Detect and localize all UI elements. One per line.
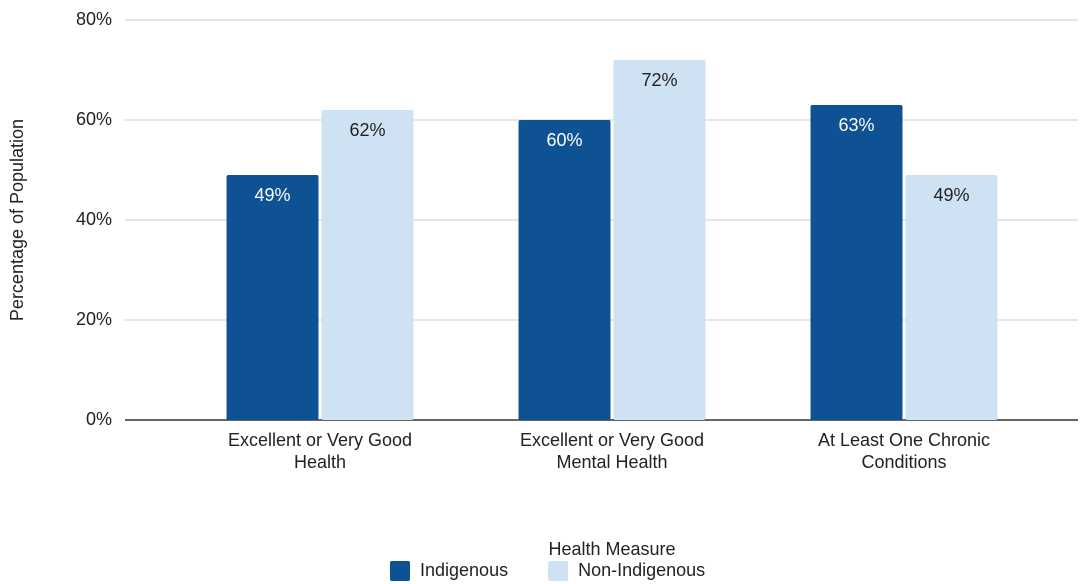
- legend-swatch: [390, 561, 410, 581]
- data-label: 62%: [349, 120, 385, 140]
- data-label: 49%: [933, 185, 969, 205]
- bar: [321, 110, 414, 420]
- data-label: 60%: [546, 130, 582, 150]
- data-label: 63%: [838, 115, 874, 135]
- y-tick-label: 80%: [76, 9, 112, 29]
- bar: [905, 175, 998, 420]
- bar: [518, 120, 611, 420]
- legend-label: Non-Indigenous: [578, 560, 705, 580]
- x-tick-label: At Least One Chronic Conditions: [818, 430, 990, 472]
- y-tick-label: 60%: [76, 109, 112, 129]
- data-label: 49%: [254, 185, 290, 205]
- data-label: 72%: [641, 70, 677, 90]
- y-axis-title: Percentage of Population: [7, 119, 27, 321]
- x-tick-label: Excellent or Very Good Mental Health: [520, 430, 704, 472]
- y-tick-label: 0%: [86, 409, 112, 429]
- bar: [613, 60, 706, 420]
- bar: [226, 175, 319, 420]
- legend-swatch: [548, 561, 569, 581]
- x-axis-title: Health Measure: [548, 539, 675, 559]
- y-tick-label: 20%: [76, 309, 112, 329]
- bar: [810, 105, 903, 420]
- y-tick-label: 40%: [76, 209, 112, 229]
- legend-label: Indigenous: [420, 560, 508, 580]
- x-tick-label: Excellent or Very Good Health: [228, 430, 412, 472]
